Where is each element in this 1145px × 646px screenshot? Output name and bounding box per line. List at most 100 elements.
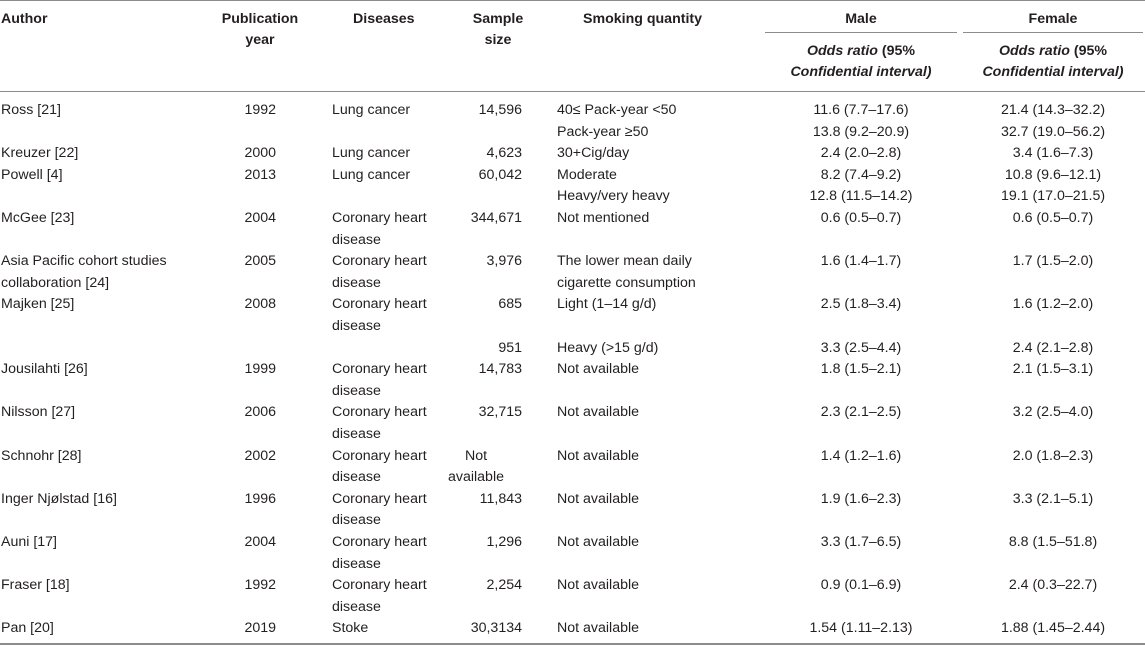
sample-size-cell: 30,3134 [470,620,522,637]
disease-cell: Coronary heart [332,447,427,464]
year-cell: 1992 [244,102,276,118]
male-odds-ratio-cell: 0.6 (0.5–0.7) [820,210,902,226]
year-cell: 2006 [244,404,276,421]
header-year: Publication year [221,11,299,48]
header-diseases: Diseases [353,11,415,27]
year-cell: 2008 [244,296,276,313]
male-odds-ratio-cell: 1.54 (1.11–2.13) [809,620,913,637]
female-odds-ratio-cell: 3.2 (2.5–4.0) [1012,404,1094,421]
male-odds-ratio-cell: 3.3 (2.5–4.4) [820,339,902,356]
year-cell: 2013 [244,166,276,183]
author-cell: Kreuzer [22] [1,145,79,162]
author-cell: Inger Njølstad [16] [1,490,117,507]
disease-cell: Stoke [332,620,369,637]
disease-cell: disease [332,426,381,442]
disease-cell: Coronary heart [332,253,427,270]
smoking-quantity-cell: Heavy (>15 g/d) [557,339,659,356]
author-cell: Asia Pacific cohort studies [1,253,167,270]
sample-size-cell: 14,783 [478,361,522,378]
year-cell: 2004 [244,534,276,550]
disease-cell: Coronary heart [332,490,427,507]
disease-cell: Lung cancer [332,166,411,183]
sample-size-cell: 11,843 [479,490,522,507]
male-odds-ratio-cell: 0.9 (0.1–6.9) [820,577,902,594]
year-cell: 1992 [244,577,276,594]
smoking-quantity-cell: Not available [557,577,640,594]
smoking-quantity-cell: Not available [557,620,640,637]
sample-size-cell: 32,715 [478,404,522,421]
male-odds-ratio-cell: 1.6 (1.4–1.7) [820,253,902,270]
male-odds-ratio-cell: 3.3 (1.7–6.5) [820,534,902,550]
female-odds-ratio-cell: 1.6 (1.2–2.0) [1012,296,1094,313]
year-cell: 1996 [244,490,276,507]
author-cell: Nilsson [27] [1,404,76,421]
sample-size-cell: 2,254 [486,577,522,594]
disease-cell: disease [332,555,381,572]
year-cell: 2004 [244,210,276,226]
author-cell: Powell [4] [1,166,63,183]
header-author: Author [1,11,48,27]
year-cell: 2019 [244,620,276,637]
disease-cell: Coronary heart [332,534,427,550]
male-odds-ratio-label: Odds ratio (95% Confidential interval) [790,43,932,80]
disease-cell: disease [332,318,381,334]
male-odds-ratio-cell: 2.5 (1.8–3.4) [820,296,902,313]
female-odds-ratio-cell: 8.8 (1.5–51.8) [1008,534,1098,550]
smoking-quantity-cell: The lower mean daily [557,253,692,270]
sample-size-cell: Not [464,447,488,464]
female-odds-ratio-cell: 1.7 (1.5–2.0) [1012,253,1094,270]
disease-cell: disease [332,274,381,291]
sample-size-cell: 1,296 [486,534,522,550]
female-odds-ratio-label: Odds ratio (95% Confidential interval) [982,43,1124,80]
author-cell: Schnohr [28] [1,447,82,464]
disease-cell: disease [332,469,381,486]
female-odds-ratio-cell: 32.7 (19.0–56.2) [1000,123,1106,140]
author-cell: Ross [21] [1,102,61,118]
female-odds-ratio-cell: 1.88 (1.45–2.44) [1000,620,1106,637]
author-cell: Auni [17] [1,534,58,550]
female-odds-ratio-cell: 3.4 (1.6–7.3) [1012,145,1094,162]
disease-cell: Coronary heart [332,361,427,378]
female-odds-ratio-cell: 2.4 (0.3–22.7) [1008,577,1098,594]
female-odds-ratio-cell: 10.8 (9.6–12.1) [1004,166,1102,183]
male-odds-ratio-cell: 1.4 (1.2–1.6) [820,447,902,464]
male-odds-ratio-cell: 1.9 (1.6–2.3) [820,490,902,507]
author-cell: Majken [25] [1,296,75,313]
smoking-quantity-cell: Heavy/very heavy [557,188,670,205]
header-sample-size: Sample size [472,11,524,48]
sample-size-cell: 4,623 [486,145,522,162]
male-odds-ratio-cell: 11.6 (7.7–17.6) [813,102,909,118]
female-odds-ratio-cell: 19.1 (17.0–21.5) [1000,188,1106,205]
disease-cell: Lung cancer [332,145,411,162]
male-odds-ratio-cell: 2.3 (2.1–2.5) [820,404,902,421]
disease-cell: disease [332,231,381,248]
disease-cell: disease [332,382,381,399]
smoking-quantity-cell: Not available [557,447,640,464]
table-bottom-rule [0,643,1145,645]
smoking-quantity-cell: Not available [557,404,640,421]
sample-size-cell: 14,596 [478,102,522,118]
year-cell: 2005 [244,253,276,270]
smoking-quantity-cell: Not available [557,534,640,550]
table-top-rule [0,0,1145,1]
smoking-quantity-cell: 40≤ Pack-year <50 [557,102,677,118]
author-cell: McGee [23] [1,210,75,226]
sample-size-cell: available [447,469,504,486]
smoking-quantity-cell: cigarette consumption [557,274,696,291]
smoking-quantity-cell: Pack-year ≥50 [557,123,649,140]
sample-size-cell: 344,671 [470,210,522,226]
disease-cell: Coronary heart [332,296,427,313]
sample-size-cell: 3,976 [486,253,522,270]
male-odds-ratio-cell: 12.8 (11.5–14.2) [809,188,913,205]
disease-cell: Coronary heart [332,404,427,421]
female-odds-ratio-cell: 21.4 (14.3–32.2) [1000,102,1106,118]
author-cell: Fraser [18] [1,577,70,594]
year-cell: 2000 [244,145,276,162]
disease-cell: Lung cancer [332,102,411,118]
female-odds-ratio-cell: 2.0 (1.8–2.3) [1012,447,1094,464]
author-cell: collaboration [24] [1,274,110,291]
smoking-quantity-cell: Not available [557,361,640,378]
female-odds-ratio-cell: 2.1 (1.5–3.1) [1012,361,1094,378]
smoking-quantity-cell: Light (1–14 g/d) [557,296,657,313]
